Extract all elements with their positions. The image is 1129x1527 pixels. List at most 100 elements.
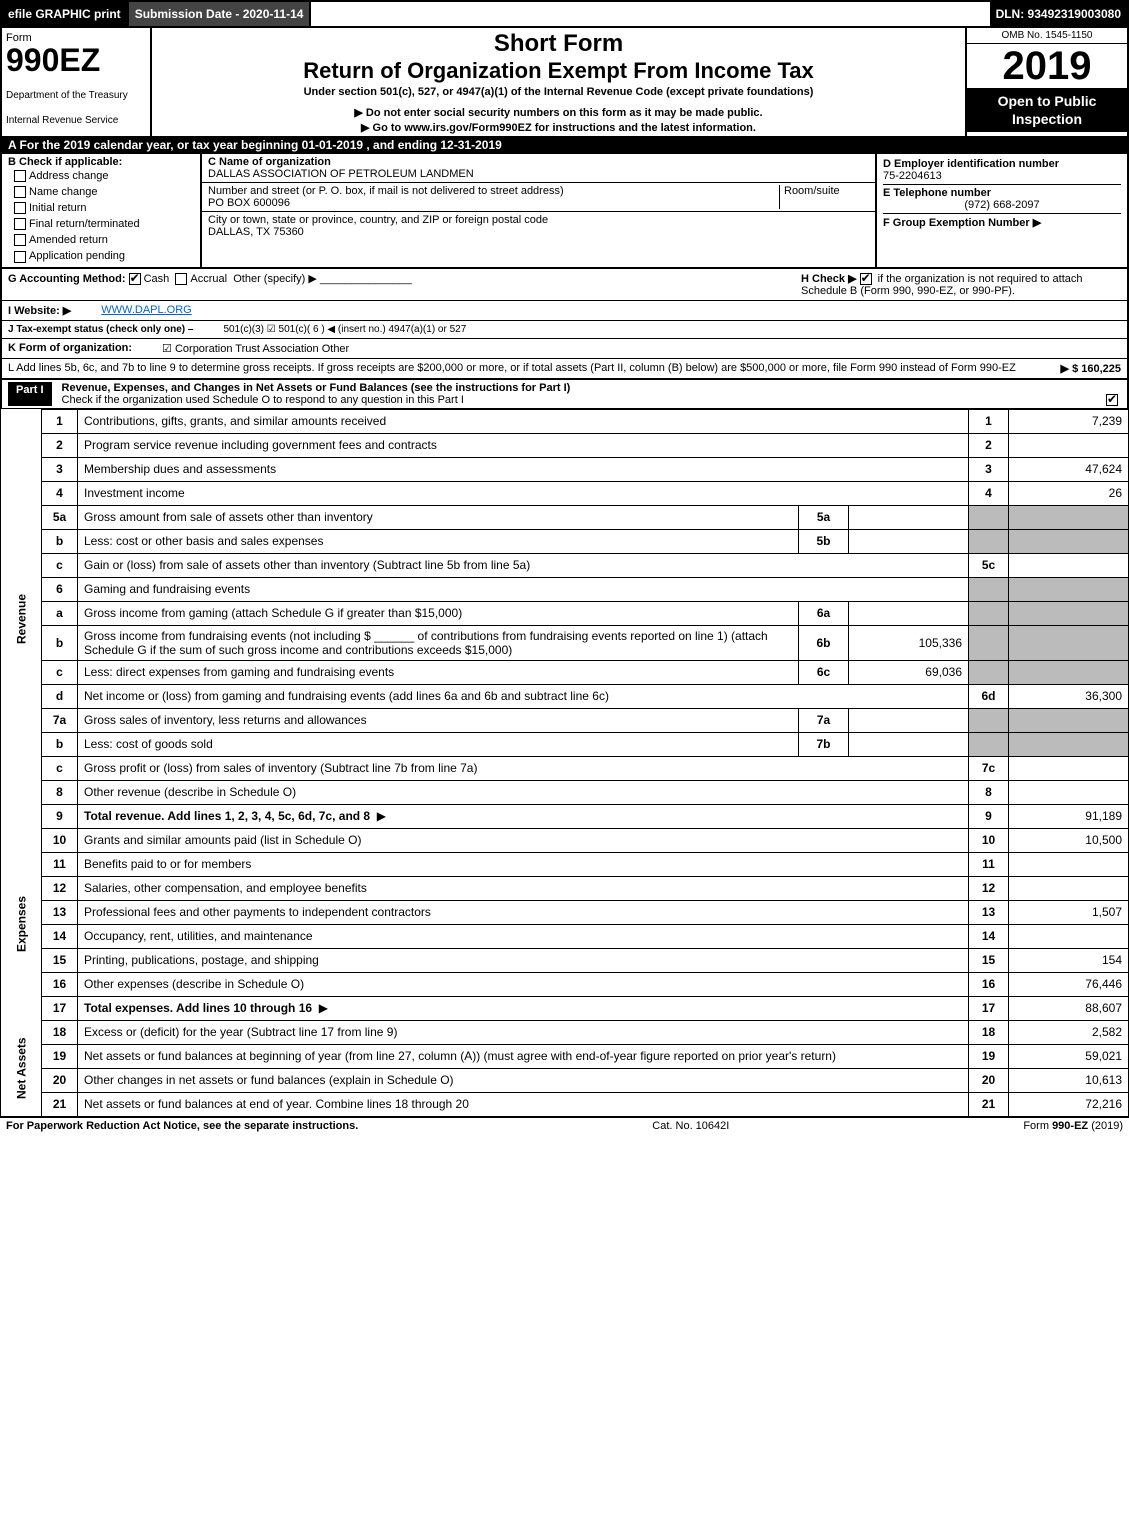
column-b-checks: B Check if applicable: Address change Na… (2, 154, 202, 267)
checkbox-cash[interactable] (129, 273, 141, 285)
line-10-val: 10,500 (1009, 828, 1129, 852)
line-6a-sn: 6a (799, 601, 849, 625)
row-l-gross: L Add lines 5b, 6c, and 7b to line 9 to … (0, 359, 1129, 380)
phone-value: (972) 668-2097 (883, 199, 1121, 211)
line-5c-val (1009, 553, 1129, 577)
part1-table: Revenue 1 Contributions, gifts, grants, … (0, 409, 1129, 1117)
go-to-link[interactable]: ▶ Go to www.irs.gov/Form990EZ for instru… (160, 121, 957, 134)
irs-label: Internal Revenue Service (6, 115, 146, 126)
main-title: Return of Organization Exempt From Incom… (160, 58, 957, 84)
line-1-col: 1 (969, 409, 1009, 433)
checkbox-initial-return[interactable] (14, 202, 26, 214)
dln-label: DLN: 93492319003080 (990, 2, 1127, 26)
checkbox-accrual[interactable] (175, 273, 187, 285)
form-number-box: Form 990EZ Department of the Treasury In… (2, 28, 152, 136)
form-header: Form 990EZ Department of the Treasury In… (0, 28, 1129, 136)
org-city: DALLAS, TX 75360 (208, 226, 304, 238)
footer-right: Form 990-EZ (2019) (1023, 1120, 1123, 1132)
omb-number: OMB No. 1545-1150 (967, 28, 1127, 44)
line-5b-sn: 5b (799, 529, 849, 553)
tax-period-row: A For the 2019 calendar year, or tax yea… (0, 136, 1129, 154)
checkbox-app-pending[interactable] (14, 251, 26, 263)
line-4-desc: Investment income (78, 481, 969, 505)
line-1-num: 1 (42, 409, 78, 433)
line-7b-sv (849, 732, 969, 756)
footer-mid: Cat. No. 10642I (652, 1120, 729, 1132)
part1-badge: Part I (8, 382, 52, 406)
side-expenses: Expenses (1, 828, 42, 1020)
g-other: Other (specify) ▶ (233, 273, 317, 285)
line-9-val: 91,189 (1009, 804, 1129, 828)
submission-date-button[interactable]: Submission Date - 2020-11-14 (129, 2, 312, 26)
line-21-desc: Net assets or fund balances at end of ye… (78, 1092, 969, 1116)
checkbox-final-return[interactable] (14, 218, 26, 230)
row-i-website: I Website: ▶ WWW.DAPL.ORG (0, 301, 1129, 321)
open-to-public: Open to Public Inspection (967, 88, 1127, 132)
year-box: OMB No. 1545-1150 2019 Open to Public In… (967, 28, 1127, 136)
line-15-desc: Printing, publications, postage, and shi… (78, 948, 969, 972)
c-city-label: City or town, state or province, country… (208, 214, 548, 226)
k-opts: ☑ Corporation Trust Association Other (162, 342, 349, 355)
row-k-formorg: K Form of organization: ☑ Corporation Tr… (0, 339, 1129, 359)
line-18-desc: Excess or (deficit) for the year (Subtra… (78, 1020, 969, 1044)
line-6b-desc: Gross income from fundraising events (no… (78, 625, 799, 660)
row-g-h: G Accounting Method: Cash Accrual Other … (0, 269, 1129, 301)
org-name: DALLAS ASSOCIATION OF PETROLEUM LANDMEN (208, 168, 474, 180)
line-19-val: 59,021 (1009, 1044, 1129, 1068)
g-accrual: Accrual (190, 273, 227, 285)
opt-name-change: Name change (29, 186, 98, 198)
room-suite-label: Room/suite (779, 185, 869, 209)
checkbox-h[interactable] (860, 273, 872, 285)
c-name-label: C Name of organization (208, 156, 331, 168)
line-16-val: 76,446 (1009, 972, 1129, 996)
opt-amended: Amended return (29, 234, 108, 246)
line-14-val (1009, 924, 1129, 948)
checkbox-schedule-o[interactable] (1106, 394, 1118, 406)
line-7c-desc: Gross profit or (loss) from sales of inv… (78, 756, 969, 780)
opt-address-change: Address change (29, 170, 109, 182)
line-4-val: 26 (1009, 481, 1129, 505)
c-addr-label: Number and street (or P. O. box, if mail… (208, 185, 564, 197)
line-20-desc: Other changes in net assets or fund bala… (78, 1068, 969, 1092)
h-label: H Check ▶ (801, 273, 857, 285)
line-12-desc: Salaries, other compensation, and employ… (78, 876, 969, 900)
line-9-desc: Total revenue. Add lines 1, 2, 3, 4, 5c,… (78, 804, 969, 828)
line-7b-desc: Less: cost of goods sold (78, 732, 799, 756)
line-7a-desc: Gross sales of inventory, less returns a… (78, 708, 799, 732)
org-address: PO BOX 600096 (208, 197, 290, 209)
line-17-desc: Total expenses. Add lines 10 through 16 … (78, 996, 969, 1020)
row-j-tax-status: J Tax-exempt status (check only one) – 5… (0, 321, 1129, 339)
line-5a-desc: Gross amount from sale of assets other t… (78, 505, 799, 529)
line-10-desc: Grants and similar amounts paid (list in… (78, 828, 969, 852)
line-1-desc: Contributions, gifts, grants, and simila… (78, 409, 969, 433)
line-5a-sn: 5a (799, 505, 849, 529)
line-5c-desc: Gain or (loss) from sale of assets other… (78, 553, 969, 577)
line-1-val: 7,239 (1009, 409, 1129, 433)
i-label: I Website: ▶ (8, 304, 71, 317)
warning-ssn: ▶ Do not enter social security numbers o… (160, 106, 957, 119)
line-17-val: 88,607 (1009, 996, 1129, 1020)
f-group-label: F Group Exemption Number ▶ (883, 217, 1041, 229)
line-7c-val (1009, 756, 1129, 780)
efile-print-button[interactable]: efile GRAPHIC print (2, 2, 129, 26)
e-phone-label: E Telephone number (883, 187, 991, 199)
l-text: L Add lines 5b, 6c, and 7b to line 9 to … (8, 362, 1016, 375)
line-16-desc: Other expenses (describe in Schedule O) (78, 972, 969, 996)
g-label: G Accounting Method: (8, 273, 126, 285)
j-label: J Tax-exempt status (check only one) – (8, 324, 193, 335)
checkbox-address-change[interactable] (14, 170, 26, 182)
checkbox-amended[interactable] (14, 234, 26, 246)
column-d-ein: D Employer identification number 75-2204… (877, 154, 1127, 267)
website-link[interactable]: WWW.DAPL.ORG (101, 304, 191, 317)
top-bar: efile GRAPHIC print Submission Date - 20… (0, 0, 1129, 28)
line-13-desc: Professional fees and other payments to … (78, 900, 969, 924)
line-6-desc: Gaming and fundraising events (78, 577, 969, 601)
opt-final: Final return/terminated (29, 218, 140, 230)
form-number: 990EZ (6, 44, 146, 76)
checkbox-name-change[interactable] (14, 186, 26, 198)
line-5a-sv (849, 505, 969, 529)
d-ein-label: D Employer identification number (883, 158, 1059, 170)
side-revenue: Revenue (1, 409, 42, 828)
footer-left: For Paperwork Reduction Act Notice, see … (6, 1120, 358, 1132)
column-c-org: C Name of organization DALLAS ASSOCIATIO… (202, 154, 877, 267)
